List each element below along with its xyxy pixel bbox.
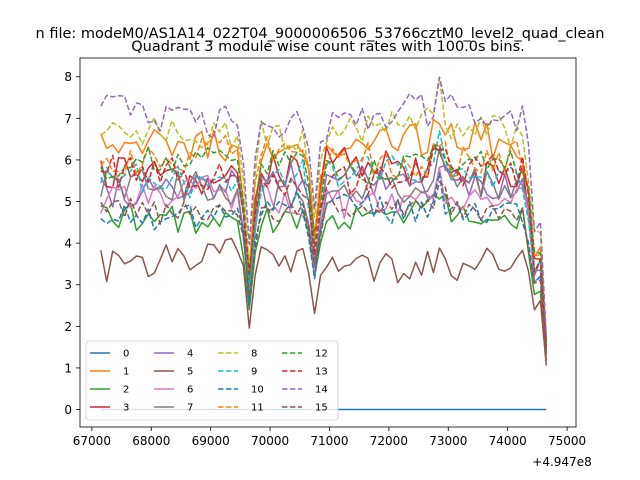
x-tick-label: 70000 (251, 434, 289, 448)
legend-box (85, 340, 339, 421)
y-tick-label: 3 (64, 278, 72, 292)
y-tick-label: 0 (64, 403, 72, 417)
y-tick-label: 8 (64, 70, 72, 84)
x-tick-label: 74000 (489, 434, 527, 448)
x-tick-label: 69000 (192, 434, 230, 448)
y-tick-label: 1 (64, 361, 72, 375)
legend-label-10: 10 (251, 385, 264, 396)
y-tick-label: 4 (64, 237, 72, 251)
chart-title: Quadrant 3 module wise count rates with … (131, 39, 525, 55)
legend-label-5: 5 (187, 367, 193, 378)
legend-label-4: 4 (187, 349, 193, 360)
legend-label-15: 15 (315, 403, 328, 414)
y-tick-label: 6 (64, 153, 72, 167)
series-line-10 (100, 172, 548, 354)
legend-label-13: 13 (315, 367, 328, 378)
series-line-15 (100, 181, 548, 355)
x-axis: 67000 68000 69000 70000 71000 72000 73000 74000… (73, 427, 586, 448)
series-line-5 (100, 237, 548, 366)
series-line-6 (100, 166, 548, 351)
legend-label-11: 11 (251, 403, 264, 414)
series-line-12 (100, 144, 548, 343)
series-line-1 (100, 118, 548, 340)
series-line-13 (100, 147, 548, 349)
y-axis: 0 1 2 3 4 5 6 7 8 (64, 70, 80, 417)
legend-label-14: 14 (315, 385, 328, 396)
y-tick-label: 2 (64, 320, 72, 334)
legend-label-6: 6 (187, 385, 193, 396)
y-tick-label: 7 (64, 112, 72, 126)
series-line-8 (100, 76, 548, 339)
legend-label-0: 0 (123, 349, 129, 360)
series-line-9 (100, 129, 548, 345)
legend-label-1: 1 (123, 367, 129, 378)
x-tick-label: 72000 (370, 434, 408, 448)
series-line-4 (100, 163, 548, 346)
series-line-2 (100, 193, 548, 361)
y-tick-label: 5 (64, 195, 72, 209)
plot-frame (79, 57, 577, 428)
legend-label-12: 12 (315, 349, 328, 360)
series-line-14 (100, 76, 548, 337)
legend-label-2: 2 (123, 385, 129, 396)
series-lines (100, 76, 548, 411)
x-axis-offset-label: +4.947e8 (532, 455, 591, 469)
x-tick-label: 73000 (429, 434, 467, 448)
x-tick-label: 68000 (132, 434, 170, 448)
x-tick-label: 67000 (73, 434, 111, 448)
figure-suptitle: n file: modeM0/AS1A14_022T04_9000006506_… (36, 26, 605, 42)
legend-label-9: 9 (251, 367, 257, 378)
series-line-7 (100, 147, 548, 351)
x-tick-label: 71000 (310, 434, 348, 448)
legend-label-8: 8 (251, 349, 257, 360)
x-tick-label: 75000 (548, 434, 586, 448)
legend-label-7: 7 (187, 403, 193, 414)
legend-label-3: 3 (123, 403, 129, 414)
